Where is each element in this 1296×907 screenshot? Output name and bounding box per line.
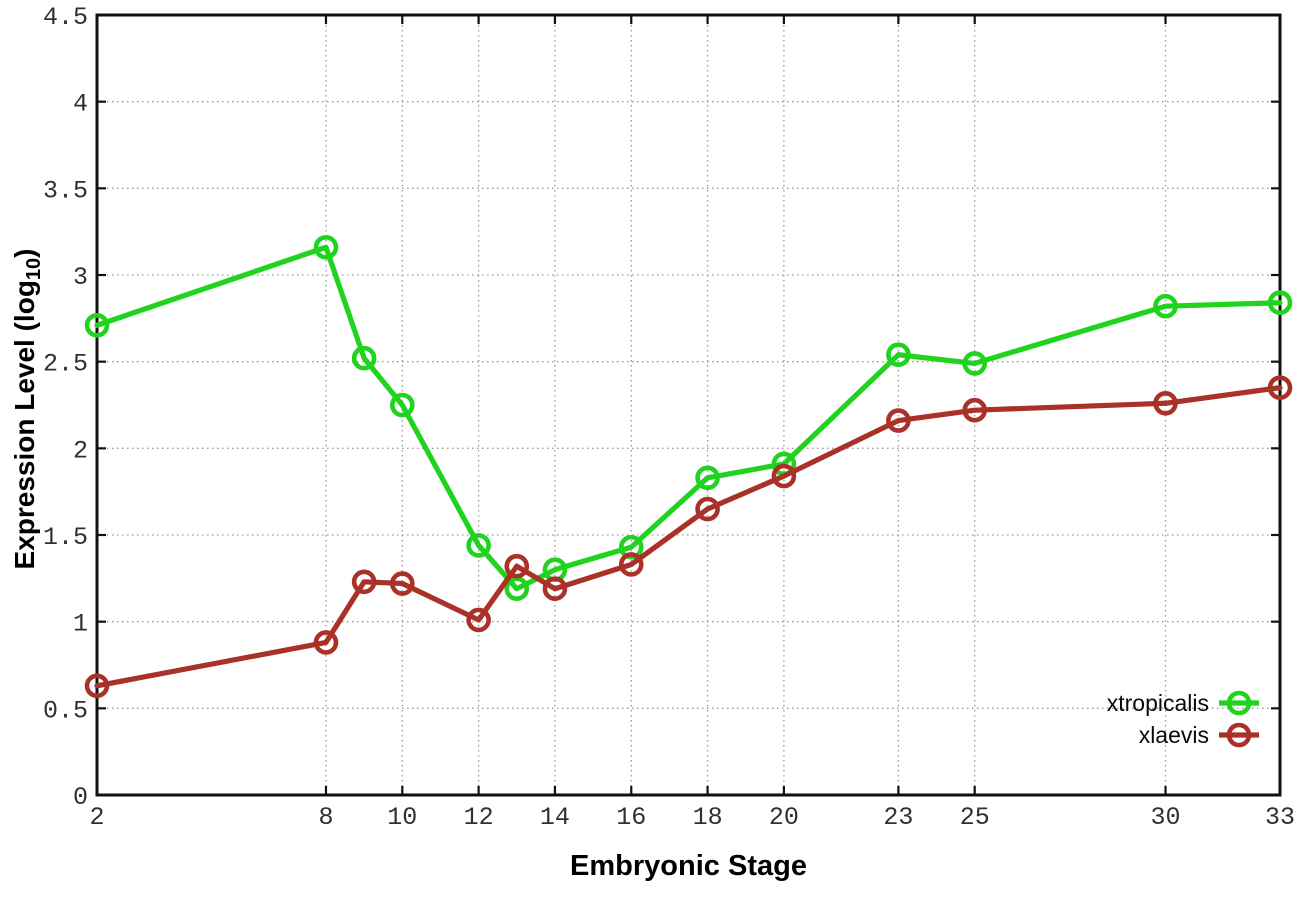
y-tick-label: 1 [73, 610, 88, 639]
x-tick-label: 20 [769, 803, 799, 832]
data-point-xtropicalis [351, 345, 377, 371]
x-tick-label: 18 [693, 803, 723, 832]
y-axis-title-close: ) [9, 248, 40, 258]
data-point-xlaevis [1267, 375, 1293, 400]
x-tick-label: 30 [1151, 803, 1181, 832]
y-tick-label: 0.5 [43, 696, 88, 725]
y-tick-label: 4 [73, 90, 88, 119]
plot-border [95, 13, 1282, 797]
data-point-xtropicalis [695, 465, 720, 491]
y-tick-label: 4.5 [43, 3, 88, 32]
x-tick-label: 8 [318, 803, 333, 832]
series-line-xtropicalis [94, 244, 1283, 592]
data-point-xlaevis [695, 496, 720, 522]
data-point-xlaevis [351, 569, 377, 595]
legend-label-xtropicalis: xtropicalis [1107, 690, 1209, 716]
data-point-xlaevis [962, 397, 988, 423]
y-tick-label: 3 [73, 263, 88, 292]
y-tick-label: 2.5 [43, 350, 88, 379]
data-point-xlaevis [618, 552, 644, 577]
y-axis-title-subscript: 10 [23, 257, 45, 281]
data-point-xlaevis [542, 576, 568, 602]
series-line-xlaevis [94, 385, 1283, 689]
data-point-xtropicalis [1267, 290, 1293, 316]
x-tick-label: 33 [1265, 803, 1295, 832]
data-point-xlaevis [84, 673, 110, 699]
data-point-xlaevis [466, 607, 491, 633]
x-tick-label: 23 [883, 803, 913, 832]
data-point-xlaevis [1153, 390, 1178, 416]
data-point-xlaevis [504, 553, 530, 579]
data-point-xtropicalis [466, 533, 491, 558]
data-point-xlaevis [313, 630, 339, 655]
data-point-xtropicalis [313, 234, 339, 260]
y-axis-title: Expression Level (log10) [9, 169, 45, 649]
x-axis-title: Embryonic Stage [570, 850, 807, 882]
data-point-xtropicalis [962, 351, 988, 376]
data-point-xlaevis [771, 463, 797, 489]
x-tick-label: 2 [89, 803, 104, 832]
data-point-xtropicalis [84, 312, 110, 338]
legend-marker-xlaevis [1226, 722, 1252, 748]
legend-marker-xtropicalis [1226, 690, 1252, 716]
data-point-xtropicalis [1153, 293, 1178, 319]
data-point-xtropicalis [618, 534, 644, 560]
data-point-xlaevis [886, 408, 911, 433]
x-tick-label: 12 [464, 803, 494, 832]
data-point-xlaevis [389, 571, 415, 596]
x-tick-label: 14 [540, 803, 570, 832]
data-point-xtropicalis [504, 576, 530, 602]
y-tick-label: 0 [73, 783, 88, 812]
x-tick-label: 25 [960, 803, 990, 832]
x-tick-label: 16 [616, 803, 646, 832]
data-point-xtropicalis [389, 392, 415, 418]
y-tick-label: 1.5 [43, 523, 88, 552]
y-axis-title-text: Expression Level (log [9, 280, 40, 570]
y-tick-label: 2 [73, 436, 88, 465]
y-tick-label: 3.5 [43, 176, 88, 205]
legend-label-xlaevis: xlaevis [1139, 722, 1209, 748]
data-point-xtropicalis [886, 342, 911, 368]
x-tick-label: 10 [387, 803, 417, 832]
